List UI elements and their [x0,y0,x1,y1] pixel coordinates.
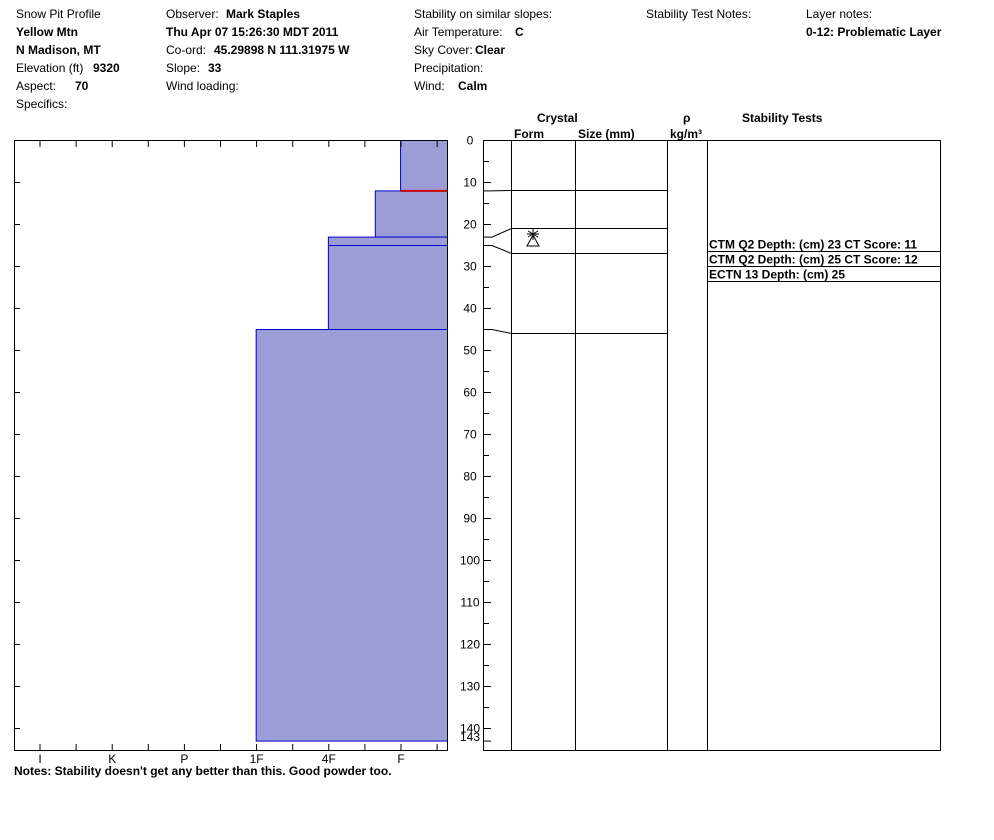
depth-tick-label: 110 [460,596,479,610]
stability-test-entry: ECTN 13 Depth: (cm) 25 [709,268,845,282]
density-unit-header: kg/m³ [670,127,703,141]
grain-symbol-triangle [526,233,540,247]
hardness-layer-bar [327,236,448,331]
depth-tick-label: 80 [463,470,477,484]
depth-tick-label: 0 [467,134,474,148]
depth-tick-label: 120 [460,638,480,652]
depth-tick-label: 30 [463,260,477,274]
coord-value: 45.29898 N 111.31975 W [214,43,350,57]
air-temperature-label: Air Temperature: [414,25,503,39]
coord-label: Co-ord: [166,43,207,57]
hardness-tick-label: P [180,752,188,766]
elevation-label: Elevation (ft) [16,61,84,75]
stability-similar-slopes-label: Stability on similar slopes: [414,7,553,21]
hardness-tick-label: I [38,752,41,766]
depth-tick-label: 60 [463,386,477,400]
air-temperature-value: C [515,25,524,39]
depth-tick-label: 140 [460,722,480,736]
sky-cover-value: Clear [475,43,506,57]
hardness-layer-bar [400,140,449,192]
depth-tick-label: 50 [463,344,477,358]
region-name: N Madison, MT [16,43,101,57]
location-name: Yellow Mtn [16,25,79,39]
hardness-tick-label: F [397,752,404,766]
wind-value: Calm [458,79,488,93]
depth-tick-label: 130 [460,680,480,694]
depth-tick-label: 10 [463,176,477,190]
stability-test-notes-label: Stability Test Notes: [646,7,752,21]
specifics-label: Specifics: [16,97,68,111]
wind-label: Wind: [414,79,445,93]
sky-cover-label: Sky Cover: [414,43,473,57]
rounding-facets-grain-symbol [526,229,540,247]
hardness-layer-bar [374,190,448,238]
crystal-layer-boundary [483,329,668,334]
observer-label: Observer: [166,7,219,21]
hardness-plot-frame [14,140,448,751]
elevation-value: 9320 [93,61,120,75]
stability-test-entry: CTM Q2 Depth: (cm) 23 CT Score: 11 [709,238,917,252]
depth-tick-label: 40 [463,302,477,316]
crystal-layer-boundary [483,228,668,238]
layer-note-1: 0-12: Problematic Layer [806,25,942,39]
pit-notes: Notes: Stability doesn't get any better … [14,764,392,778]
observer-value: Mark Staples [226,7,301,21]
hardness-tick-label: K [108,752,116,766]
depth-tick-label: 143 [460,730,480,744]
hardness-tick-label: 4F [322,752,336,766]
density-rho-header: ρ [683,111,691,125]
crystal-table-frame [483,140,941,751]
depth-tick-label: 100 [460,554,480,568]
hardness-tick-label: 1F [250,752,264,766]
observation-datetime: Thu Apr 07 15:26:30 MDT 2011 [166,25,339,39]
depth-tick-label: 70 [463,428,477,442]
slope-value: 33 [208,61,222,75]
layer-notes-label: Layer notes: [806,7,873,21]
aspect-label: Aspect: [16,79,57,93]
stability-test-entry: CTM Q2 Depth: (cm) 25 CT Score: 12 [709,253,918,267]
precipitation-label: Precipitation: [414,61,484,75]
slope-label: Slope: [166,61,201,75]
form-header: Form [514,127,544,141]
pit-profile-title: Snow Pit Profile [16,7,101,21]
crystal-header: Crystal [537,111,578,125]
hardness-layer-bar [255,329,449,742]
stability-tests-header: Stability Tests [742,111,823,125]
crystal-layer-boundary [483,245,668,254]
wind-loading-label: Wind loading: [166,79,239,93]
depth-tick-label: 90 [463,512,477,526]
aspect-value: 70 [75,79,89,93]
size-header: Size (mm) [578,127,635,141]
depth-tick-label: 20 [463,218,477,232]
